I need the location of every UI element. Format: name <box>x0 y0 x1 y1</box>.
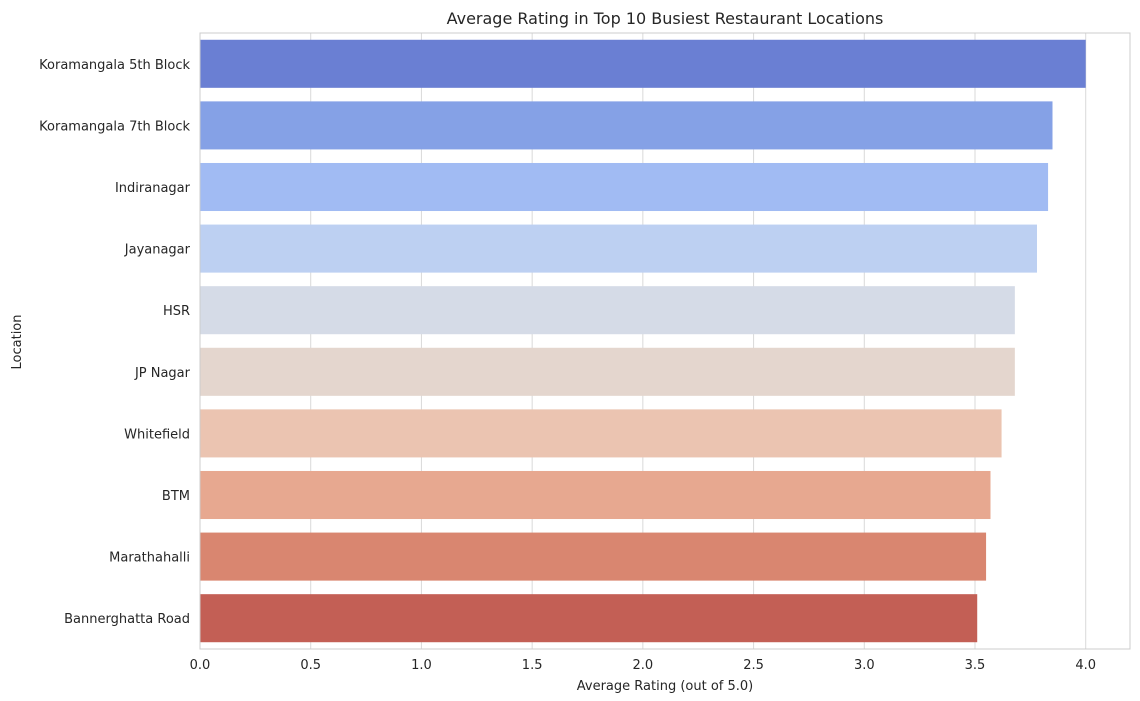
y-tick-label: Indiranagar <box>115 181 191 196</box>
bar <box>200 594 978 643</box>
y-tick-label: JP Nagar <box>134 366 191 381</box>
bar <box>200 347 1015 396</box>
y-tick-label: Koramangala 5th Block <box>39 58 190 73</box>
bar <box>200 39 1086 88</box>
x-tick-label: 3.0 <box>854 658 875 673</box>
x-tick-label: 2.5 <box>743 658 764 673</box>
x-axis-label: Average Rating (out of 5.0) <box>577 679 753 694</box>
y-tick-label: Jayanagar <box>124 243 191 258</box>
chart-title: Average Rating in Top 10 Busiest Restaur… <box>447 9 884 28</box>
x-tick-label: 3.5 <box>965 658 986 673</box>
x-tick-labels: 0.0 0.5 1.0 1.5 2.0 2.5 3.0 3.5 4.0 <box>190 658 1096 673</box>
x-tick-label: 4.0 <box>1075 658 1096 673</box>
x-tick-label: 1.0 <box>411 658 432 673</box>
y-tick-label: Koramangala 7th Block <box>39 119 190 134</box>
bar <box>200 470 991 520</box>
bar <box>200 162 1049 212</box>
bar <box>200 224 1037 273</box>
bar <box>200 286 1015 335</box>
x-tick-label: 0.5 <box>300 658 321 673</box>
y-tick-label: Marathahalli <box>109 551 190 566</box>
y-tick-label: Bannerghatta Road <box>64 612 190 627</box>
y-tick-label: HSR <box>163 304 190 319</box>
y-tick-label: BTM <box>162 489 190 504</box>
x-tick-label: 1.5 <box>522 658 543 673</box>
y-tick-label: Whitefield <box>124 427 190 442</box>
plot-frame <box>199 32 1131 650</box>
bars <box>200 39 1086 643</box>
x-tick-label: 2.0 <box>633 658 654 673</box>
bar <box>200 532 987 581</box>
y-axis-label: Location <box>10 315 25 370</box>
bar <box>200 101 1053 150</box>
bar <box>200 409 1002 458</box>
y-tick-labels: Koramangala 5th Block Koramangala 7th Blo… <box>39 58 190 627</box>
x-tick-label: 0.0 <box>190 658 211 673</box>
